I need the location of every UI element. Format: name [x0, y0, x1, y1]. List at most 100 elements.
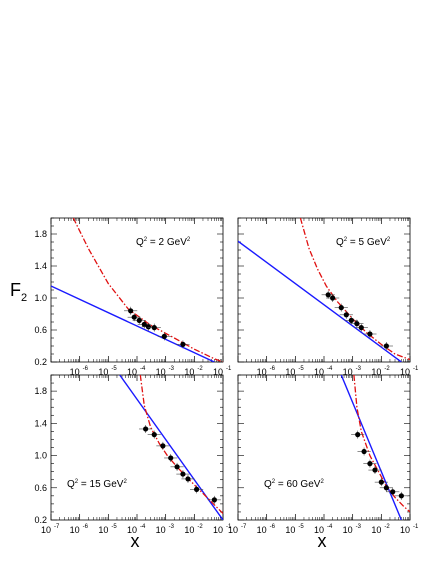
q2-annotation: Q2 = 5 GeV2 — [336, 237, 391, 248]
blue-fit-line — [119, 375, 223, 520]
x-tick-label: 10 — [156, 367, 166, 377]
data-point — [143, 426, 149, 432]
panel-3: 10 -7 10 -6 10 -5 10 -4 10 -3 10 -2 10 -10.20.61.01.4… — [34, 374, 232, 551]
x-tick-label: 10 — [314, 525, 324, 535]
data-point — [383, 343, 389, 349]
x-tick-label: 10 — [156, 525, 166, 535]
y-tick-label: 1.0 — [34, 451, 47, 461]
x-tick-label: 10 — [343, 525, 353, 535]
data-point — [180, 341, 186, 347]
x-axis-label: x — [318, 531, 327, 551]
x-tick-label: 10 — [400, 525, 410, 535]
data-point — [211, 497, 217, 503]
x-tick-label: 10 — [213, 525, 223, 535]
data-point — [348, 317, 354, 323]
data-point — [355, 432, 361, 438]
x-tick-label: 10 — [41, 525, 51, 535]
blue-fit-line — [340, 375, 403, 520]
data-point — [372, 467, 378, 473]
data-point — [390, 489, 396, 495]
x-tick-label: 10 — [184, 525, 194, 535]
data-point — [398, 493, 404, 499]
x-tick-exponent: -4 — [140, 366, 146, 372]
x-tick-exponent: -1 — [226, 366, 232, 372]
data-point — [378, 479, 384, 485]
data-point — [174, 464, 180, 470]
x-tick-exponent: -4 — [327, 524, 333, 530]
panel-2: 10 -6 10 -5 10 -4 10 -3 10 -2 10 -1Q2 = 5 GeV2 — [237, 217, 419, 377]
x-tick-exponent: -5 — [298, 524, 304, 530]
blue-fit-line — [51, 285, 215, 362]
y-tick-label: 1.4 — [34, 261, 47, 271]
x-tick-exponent: -2 — [197, 524, 203, 530]
red-fit-curve — [299, 218, 410, 361]
x-tick-exponent: -3 — [356, 366, 362, 372]
data-point — [141, 321, 147, 327]
x-tick-exponent: -1 — [226, 524, 232, 530]
x-tick-label: 10 — [371, 367, 381, 377]
x-tick-exponent: -3 — [169, 366, 175, 372]
x-tick-exponent: -6 — [83, 366, 89, 372]
plot-frame — [50, 374, 224, 521]
x-tick-exponent: -7 — [241, 524, 247, 530]
y-tick-label: 0.6 — [34, 483, 47, 493]
x-tick-label: 10 — [285, 367, 295, 377]
q2-annotation: Q2 = 60 GeV2 — [264, 479, 324, 490]
y-tick-label: 0.2 — [34, 357, 47, 367]
x-tick-exponent: -1 — [413, 366, 419, 372]
x-tick-exponent: -2 — [384, 366, 390, 372]
x-tick-exponent: -3 — [356, 524, 362, 530]
x-tick-label: 10 — [98, 525, 108, 535]
x-tick-label: 10 — [70, 525, 80, 535]
data-point — [168, 455, 174, 461]
blue-fit-line — [238, 240, 402, 362]
x-tick-label: 10 — [285, 525, 295, 535]
x-tick-label: 10 — [184, 367, 194, 377]
x-tick-exponent: -2 — [384, 524, 390, 530]
red-fit-curve — [139, 375, 223, 515]
y-tick-label: 1.8 — [34, 229, 47, 239]
plot-frame — [237, 374, 411, 521]
x-tick-exponent: -6 — [270, 524, 276, 530]
x-tick-exponent: -5 — [298, 366, 304, 372]
x-tick-exponent: -1 — [413, 524, 419, 530]
x-tick-exponent: -4 — [140, 524, 146, 530]
x-tick-label: 10 — [70, 367, 80, 377]
x-tick-exponent: -3 — [169, 524, 175, 530]
q2-annotation: Q2 = 15 GeV2 — [67, 479, 127, 490]
data-point — [131, 314, 137, 320]
panel-4: 10 -7 10 -6 10 -5 10 -4 10 -3 10 -2 10 -1Q2 = 60 GeV2… — [228, 374, 419, 551]
x-tick-exponent: -7 — [54, 524, 60, 530]
data-point — [343, 312, 349, 318]
x-tick-label: 10 — [127, 367, 137, 377]
y-tick-label: 0.6 — [34, 325, 47, 335]
y-axis-label: F2 — [10, 280, 27, 304]
x-tick-exponent: -4 — [327, 366, 333, 372]
data-point — [325, 292, 331, 298]
x-tick-exponent: -2 — [197, 366, 203, 372]
data-point — [358, 325, 364, 331]
data-point — [367, 461, 373, 467]
y-tick-label: 1.0 — [34, 293, 47, 303]
data-point — [338, 305, 344, 311]
x-tick-exponent: -6 — [270, 366, 276, 372]
x-tick-label: 10 — [371, 525, 381, 535]
red-fit-curve — [72, 218, 223, 362]
x-tick-label: 10 — [314, 367, 324, 377]
data-point — [151, 325, 157, 331]
x-tick-label: 10 — [228, 525, 238, 535]
data-point — [151, 432, 157, 438]
data-point — [161, 333, 167, 339]
x-tick-label: 10 — [343, 367, 353, 377]
y-tick-label: 1.8 — [34, 386, 47, 396]
data-point — [136, 317, 142, 323]
data-point — [383, 485, 389, 491]
x-tick-label: 10 — [213, 367, 223, 377]
q2-annotation: Q2 = 2 GeV2 — [136, 237, 191, 248]
data-point — [185, 476, 191, 482]
red-fit-curve — [353, 375, 410, 513]
x-tick-label: 10 — [98, 367, 108, 377]
panel-1: 10 -6 10 -5 10 -4 10 -3 10 -2 10 -10.20.61.01.41.8Q… — [34, 217, 232, 377]
y-tick-label: 1.4 — [34, 418, 47, 428]
